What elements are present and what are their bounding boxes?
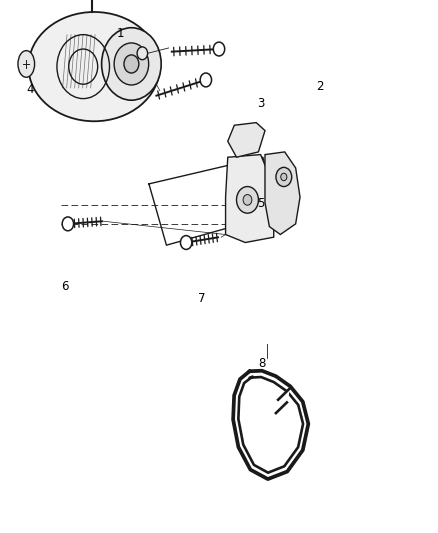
Polygon shape (226, 155, 274, 243)
Circle shape (200, 73, 212, 87)
Circle shape (243, 195, 252, 205)
Circle shape (276, 167, 292, 187)
Polygon shape (276, 389, 289, 413)
Text: 1: 1 (117, 27, 124, 39)
Text: 6: 6 (61, 280, 69, 293)
Text: 5: 5 (257, 197, 264, 210)
Polygon shape (228, 123, 265, 157)
Circle shape (180, 236, 192, 249)
Circle shape (102, 28, 161, 100)
Circle shape (137, 47, 148, 60)
Polygon shape (265, 152, 300, 235)
Text: 2: 2 (316, 80, 324, 93)
Circle shape (237, 187, 258, 213)
Circle shape (21, 58, 32, 70)
Circle shape (62, 217, 74, 231)
Circle shape (114, 43, 148, 85)
Text: 4: 4 (26, 83, 34, 96)
Circle shape (281, 173, 287, 181)
Ellipse shape (28, 12, 160, 122)
Text: 8: 8 (258, 357, 265, 370)
Text: 7: 7 (198, 292, 205, 305)
Text: 3: 3 (257, 97, 264, 110)
Circle shape (124, 55, 139, 73)
Circle shape (213, 42, 225, 56)
Ellipse shape (18, 51, 35, 77)
